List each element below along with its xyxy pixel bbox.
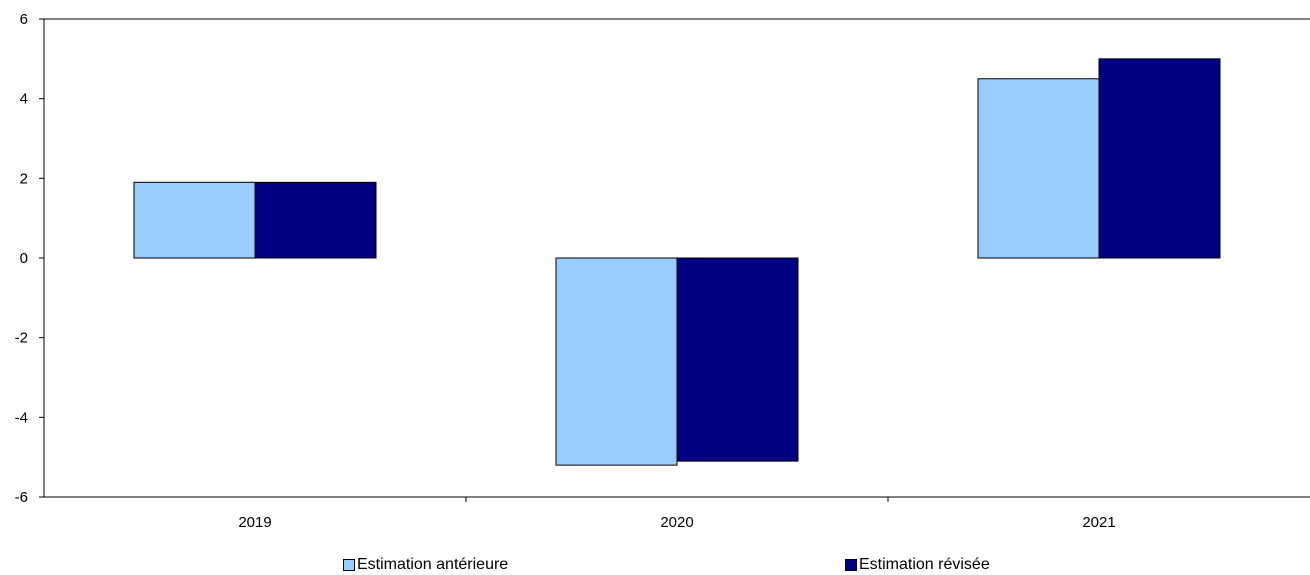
legend: Estimation antérieure Estimation révisée: [0, 556, 1310, 575]
x-tick-label: 2019: [238, 514, 271, 531]
y-axis: 6 4 2 0 -2 -4 -6: [15, 11, 45, 506]
bar-2021-series-1: [1098, 58, 1221, 259]
bar-2019-series-1: [254, 181, 377, 259]
y-tick-label: -2: [15, 330, 28, 347]
bar-2019-series-0: [133, 181, 256, 259]
legend-item-estimation-anterieure: Estimation antérieure: [343, 556, 508, 574]
y-tick-label: 2: [20, 170, 28, 187]
bar-2021-series-0: [977, 78, 1100, 259]
y-tick-label: -4: [15, 409, 28, 426]
x-axis: 2019 2020 2021: [238, 497, 1116, 531]
legend-item-estimation-revisee: Estimation révisée: [845, 556, 990, 574]
bars-group: [133, 58, 1221, 466]
bar-2020-series-0: [555, 257, 678, 466]
y-tick-label: -6: [15, 489, 28, 506]
y-tick-label: 0: [20, 250, 28, 267]
bar-2020-series-1: [676, 257, 799, 462]
x-tick-label: 2020: [660, 514, 693, 531]
y-tick-label: 4: [20, 91, 28, 108]
legend-label-estimation-revisee: Estimation révisée: [859, 556, 990, 573]
x-tick-label: 2021: [1082, 514, 1115, 531]
y-tick-label: 6: [20, 11, 28, 28]
plot-area: [44, 18, 1310, 498]
legend-swatch-estimation-revisee: [845, 559, 857, 571]
legend-swatch-estimation-anterieure: [343, 559, 355, 571]
legend-label-estimation-anterieure: Estimation antérieure: [357, 556, 509, 573]
